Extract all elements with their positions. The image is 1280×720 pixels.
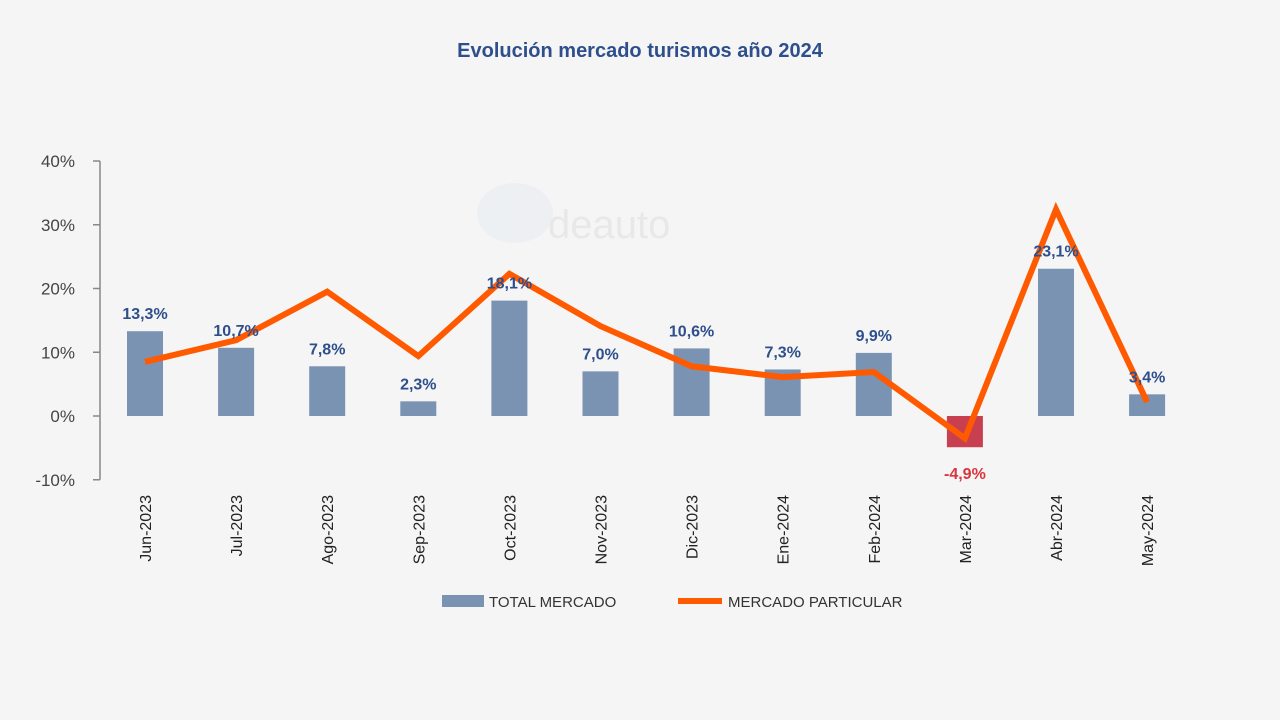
- y-tick-label: 30%: [41, 216, 75, 235]
- data-label: 2,3%: [400, 376, 436, 393]
- x-tick-label: Nov-2023: [594, 495, 611, 564]
- data-label: 7,0%: [582, 346, 618, 363]
- x-tick-label: Dic-2023: [685, 495, 702, 559]
- watermark-logo: deauto: [477, 183, 670, 247]
- x-tick-label: May-2024: [1140, 495, 1157, 566]
- legend-label: TOTAL MERCADO: [489, 594, 616, 611]
- bar: [218, 347, 255, 416]
- bar: [127, 331, 163, 416]
- data-label: 7,3%: [764, 344, 800, 361]
- bar: [400, 401, 437, 416]
- data-label: 9,9%: [856, 328, 892, 345]
- x-tick-label: Abr-2024: [1049, 495, 1066, 561]
- x-tick-label: Jun-2023: [138, 495, 155, 562]
- data-label: 7,8%: [309, 341, 345, 358]
- data-label: 3,4%: [1129, 369, 1165, 386]
- data-label: 10,7%: [213, 323, 258, 340]
- x-tick-label: Jul-2023: [229, 495, 246, 556]
- legend-swatch-bar: [442, 595, 484, 607]
- bar: [1129, 394, 1166, 416]
- bar: [491, 300, 528, 416]
- data-label: 10,6%: [669, 323, 714, 340]
- data-label: 13,3%: [122, 306, 167, 323]
- series-line: [144, 201, 1150, 444]
- x-tick-label: Feb-2024: [867, 495, 884, 564]
- y-tick-label: 10%: [41, 343, 75, 362]
- x-tick-label: Ago-2023: [320, 495, 337, 564]
- x-tick-label: Mar-2024: [958, 495, 975, 564]
- x-tick-label: Oct-2023: [502, 495, 519, 561]
- x-tick-label: Ene-2024: [776, 495, 793, 564]
- bar: [582, 371, 619, 416]
- data-label: 18,1%: [487, 276, 532, 293]
- watermark-text: deauto: [548, 203, 670, 247]
- chart-title: Evolución mercado turismos año 2024: [457, 40, 823, 62]
- y-tick-label: -10%: [35, 471, 75, 490]
- y-tick-label: 40%: [41, 152, 75, 171]
- data-label: -4,9%: [944, 466, 986, 483]
- y-tick-label: 0%: [50, 407, 75, 426]
- data-label: 23,1%: [1033, 244, 1078, 261]
- bar: [309, 366, 346, 416]
- bar: [1038, 268, 1074, 416]
- legend-label: MERCADO PARTICULAR: [728, 594, 903, 611]
- x-tick-label: Sep-2023: [411, 495, 428, 564]
- y-tick-label: 20%: [41, 280, 75, 299]
